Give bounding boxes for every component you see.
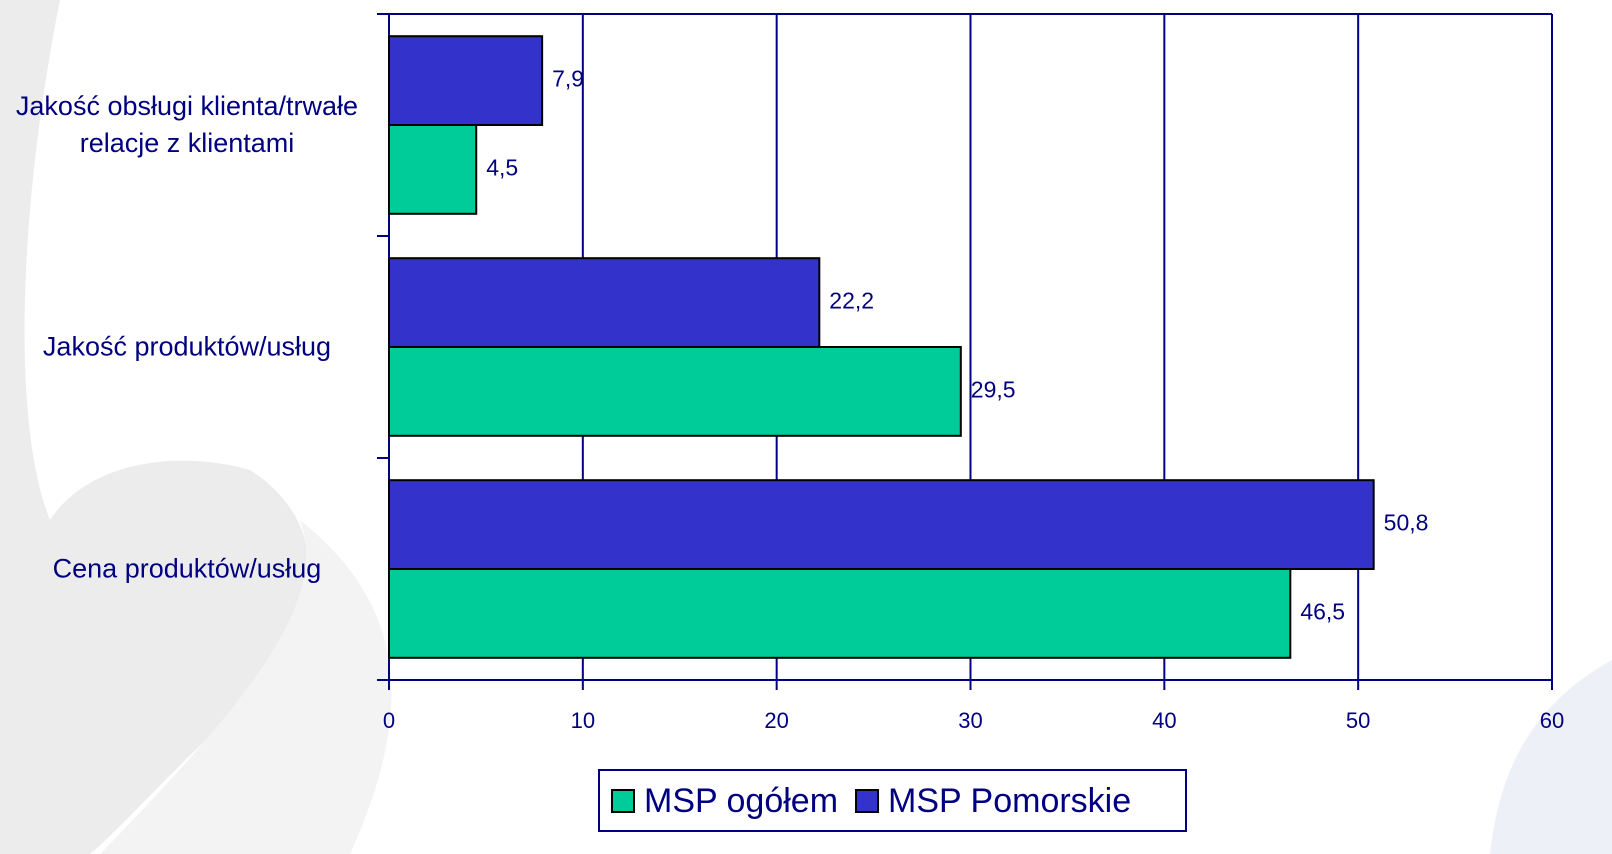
bar xyxy=(388,35,544,127)
background-swirl xyxy=(100,520,392,854)
legend-swatch xyxy=(611,789,635,813)
bar xyxy=(388,479,1375,571)
x-tick-label: 60 xyxy=(1540,708,1564,733)
background-swirl xyxy=(0,0,310,854)
x-tick-label: 30 xyxy=(958,708,982,733)
data-label: 22,2 xyxy=(829,288,874,314)
x-tick-label: 20 xyxy=(764,708,788,733)
bar xyxy=(388,346,962,437)
bar xyxy=(388,257,821,349)
x-tick-label: 0 xyxy=(383,708,395,733)
y-tick-label: Cena produktów/usług xyxy=(52,553,322,584)
data-label: 4,5 xyxy=(486,154,518,180)
legend-label: MSP Pomorskie xyxy=(888,782,1131,820)
x-tick-label: 40 xyxy=(1152,708,1176,733)
logo-shape xyxy=(1490,660,1612,854)
data-label: 46,5 xyxy=(1300,598,1345,624)
data-label: 29,5 xyxy=(971,376,1016,402)
data-label: 7,9 xyxy=(552,66,584,92)
bar xyxy=(388,568,1292,659)
legend: MSP ogółem MSP Pomorskie xyxy=(598,769,1187,832)
x-tick-label: 10 xyxy=(571,708,595,733)
x-tick-label: 50 xyxy=(1346,708,1370,733)
data-label: 50,8 xyxy=(1384,510,1429,536)
legend-swatch xyxy=(855,789,880,813)
legend-box xyxy=(598,769,1187,832)
y-tick-label: Jakość obsługi klienta/trwałe relacje z … xyxy=(15,91,359,158)
y-tick-label: Jakość produktów/usług xyxy=(42,331,332,362)
bar xyxy=(388,124,478,215)
legend-label: MSP ogółem xyxy=(644,782,838,820)
